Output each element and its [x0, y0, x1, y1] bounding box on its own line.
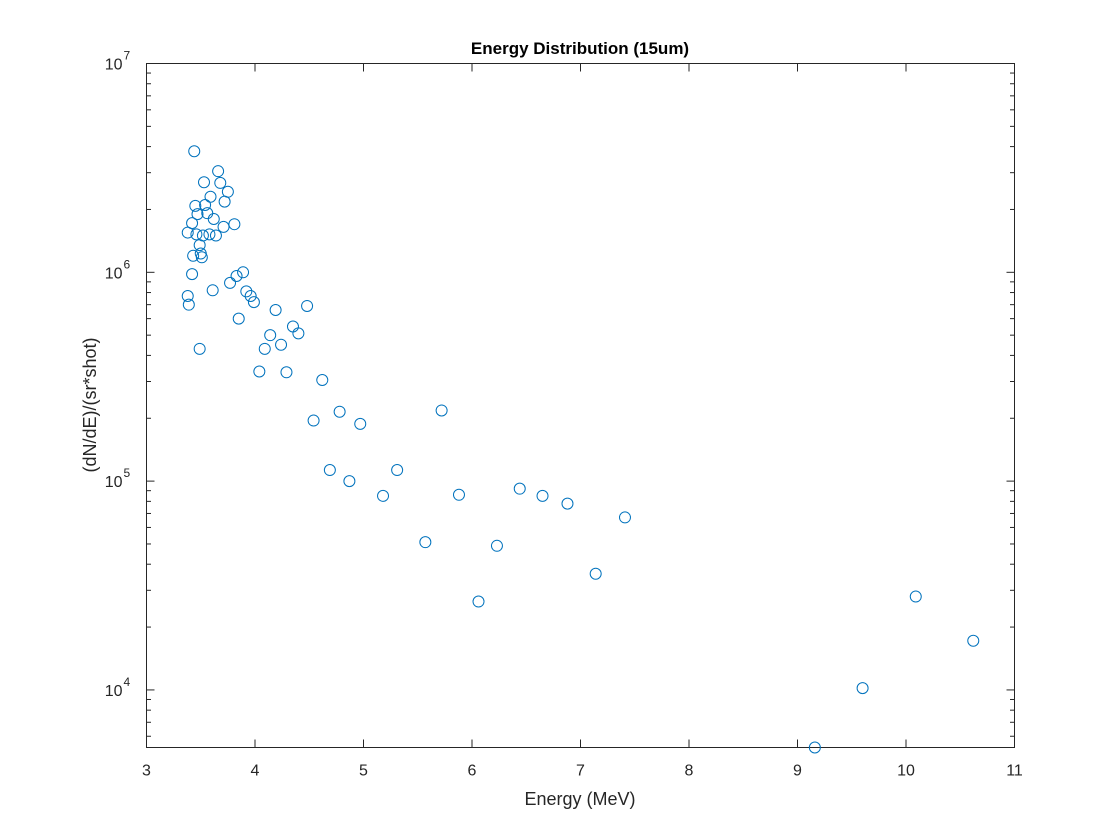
data-point [193, 342, 206, 355]
data-point [269, 303, 282, 316]
y-tick-label: 10 [105, 265, 123, 282]
x-tick-label: 10 [897, 763, 915, 780]
data-point [190, 228, 203, 241]
data-point [244, 290, 257, 303]
y-tick-label: 10 [105, 683, 123, 700]
x-axis-label: Energy (MeV) [524, 789, 635, 809]
data-point [212, 165, 225, 178]
data-point [419, 536, 432, 549]
data-point [199, 199, 212, 212]
data-point [195, 251, 208, 264]
data-point [264, 329, 277, 342]
data-point [343, 475, 356, 488]
x-tick-label: 11 [1006, 763, 1023, 780]
x-tick-labels: 3 4 5 6 7 8 9 10 11 [142, 763, 1023, 780]
x-tick-label: 9 [793, 763, 802, 780]
y-tick-label: 10 [105, 474, 123, 491]
data-point [189, 199, 202, 212]
data-point [182, 298, 195, 311]
x-tick-label: 4 [251, 763, 260, 780]
data-point [452, 488, 465, 501]
data-point [618, 511, 631, 524]
data-point [203, 228, 216, 241]
data-point [204, 190, 217, 203]
data-point [240, 285, 253, 298]
data-point [193, 239, 206, 252]
data-point [218, 195, 231, 208]
data-point [513, 482, 526, 495]
data-point [316, 373, 329, 386]
data-point [209, 229, 222, 242]
data-point [224, 276, 237, 289]
data-point [307, 414, 320, 427]
data-point [232, 312, 245, 325]
data-point [808, 741, 821, 754]
data-point [856, 682, 869, 695]
data-point [435, 404, 448, 417]
data-point [377, 489, 390, 502]
data-point [230, 270, 243, 283]
data-point [207, 213, 220, 226]
x-tick-label: 7 [576, 763, 585, 780]
y-tick-exponent: 7 [124, 49, 131, 63]
y-tick-exponent: 4 [124, 675, 131, 689]
data-point [561, 497, 574, 510]
data-point [490, 539, 503, 552]
data-point [292, 327, 305, 340]
data-point [333, 405, 346, 418]
x-tick-label: 6 [468, 763, 477, 780]
data-point [391, 464, 404, 477]
x-tick-label: 3 [142, 763, 151, 780]
data-point [354, 417, 367, 430]
data-point [258, 342, 271, 355]
data-point [188, 145, 201, 158]
data-point [191, 208, 204, 221]
data-point [967, 634, 980, 647]
data-point [536, 489, 549, 502]
data-point [214, 176, 227, 189]
data-point [589, 567, 602, 580]
data-point [181, 290, 194, 303]
data-point [253, 365, 266, 378]
data-point [198, 176, 211, 189]
data-point [187, 249, 200, 262]
chart-title: Energy Distribution (15um) [471, 39, 689, 58]
y-tick-exponent: 5 [124, 466, 131, 480]
y-tick-label: 10 [105, 57, 123, 74]
data-point [186, 268, 199, 281]
data-point [301, 299, 314, 312]
data-point [247, 296, 260, 309]
data-point [323, 464, 336, 477]
plot-area-box [146, 63, 1015, 748]
data-points [181, 145, 980, 754]
data-point [472, 595, 485, 608]
y-tick-exponent: 6 [124, 257, 131, 271]
data-point [275, 338, 288, 351]
data-point [217, 220, 230, 233]
x-tick-label: 8 [685, 763, 694, 780]
data-point [206, 284, 219, 297]
data-point [909, 590, 922, 603]
data-point [237, 266, 250, 279]
data-point [280, 366, 293, 379]
data-point [181, 226, 194, 239]
axis-ticks [146, 63, 1015, 748]
x-tick-label: 5 [359, 763, 368, 780]
y-axis-label: (dN/dE)/(sr*shot) [80, 337, 100, 472]
